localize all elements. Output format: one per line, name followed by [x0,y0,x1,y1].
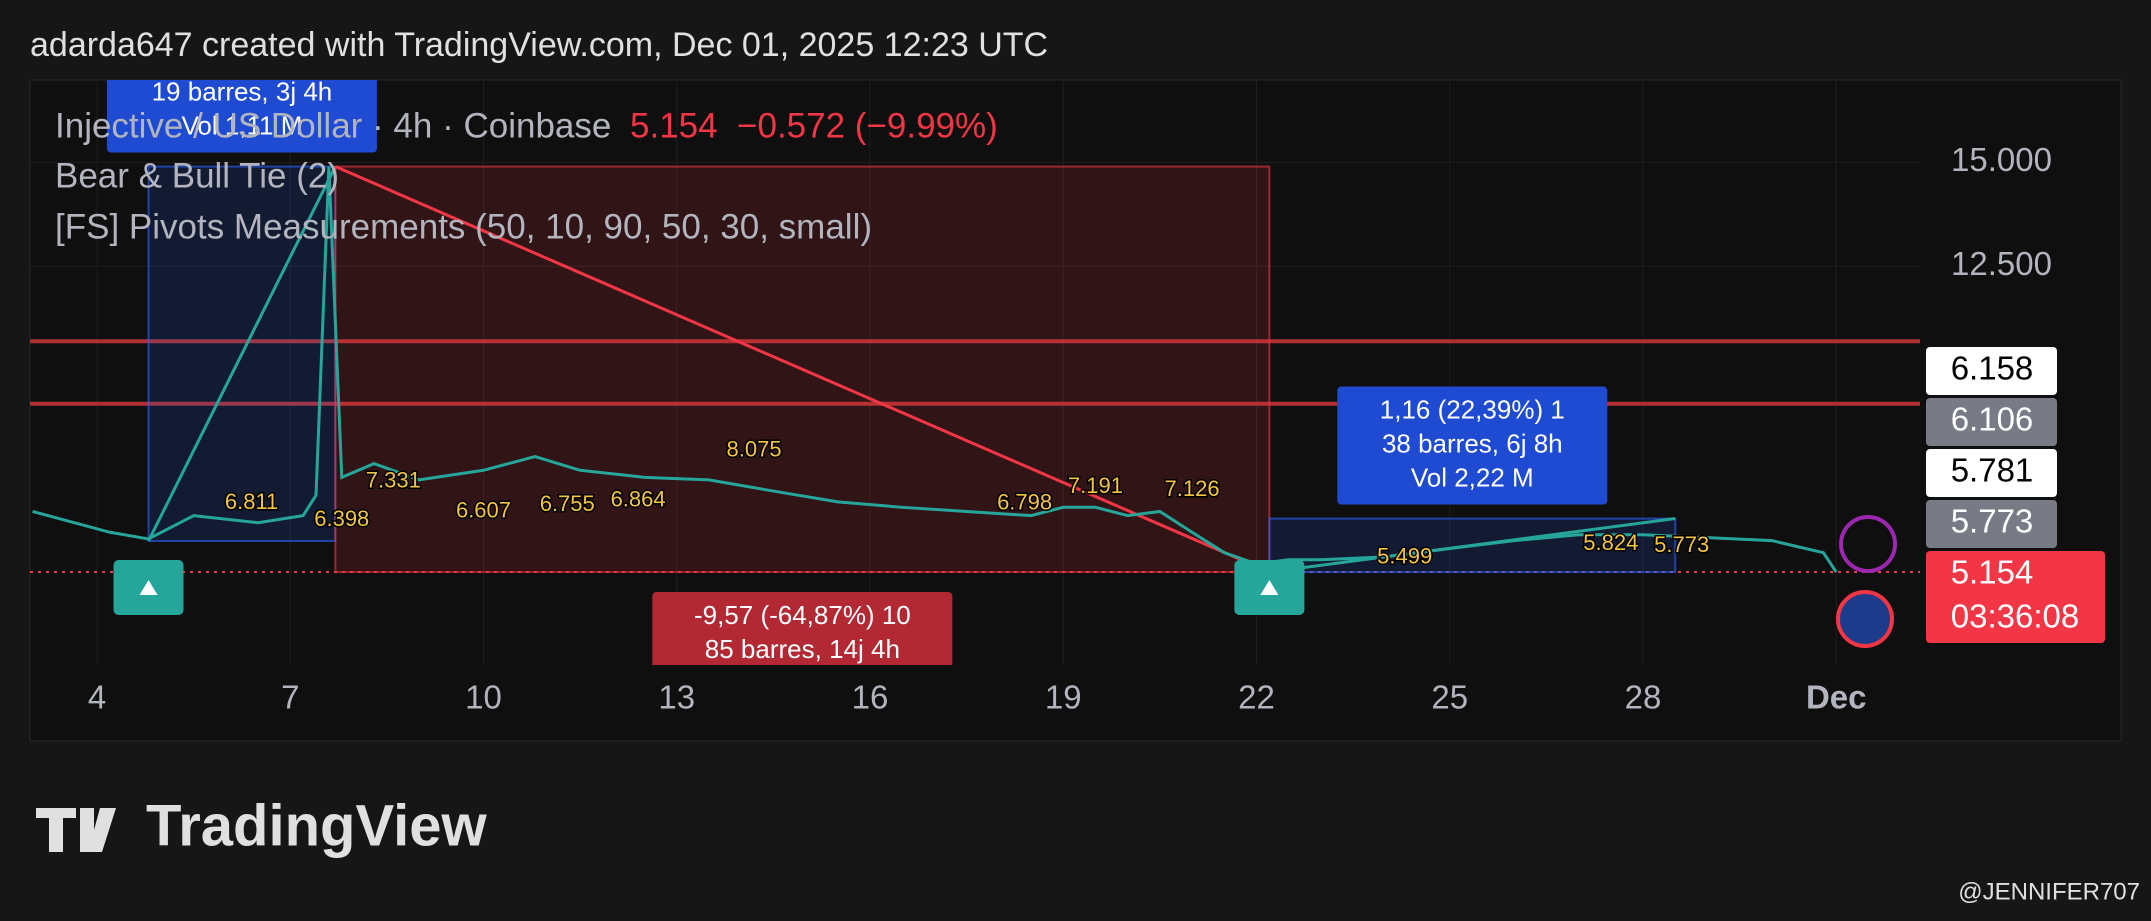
measure-label: -9,57 (-64,87%) 10 85 barres, 14j 4h [652,592,953,665]
x-tick-label: 28 [1625,679,1662,716]
signal-arrow [1260,580,1279,595]
plot: 19 barres, 3j 4h Vol 1,11 M -9,57 (-64,87%… [30,76,2105,716]
pivot-label: 6.798 [997,489,1052,514]
price-tag [1926,347,2057,395]
x-tick-label: 7 [281,679,299,716]
measure-label: 1,16 (22,39%) 1 38 barres, 6j 8h Vol 2,22 … [1337,386,1608,505]
measure-label-box [652,592,953,665]
x-tick-label: 19 [1045,679,1082,716]
pivot-label: 6.607 [456,497,511,522]
measure-label-box [1337,386,1608,505]
x-tick-label: 22 [1238,679,1275,716]
x-tick-label: 16 [852,679,889,716]
x-tick-label: 25 [1431,679,1468,716]
legend-indicator: [FS] Pivots Measurements (50, 10, 90, 50… [55,207,872,246]
measure-label-text: 1,16 (22,39%) 1 [1380,394,1565,424]
measure-label-text: 38 barres, 6j 8h [1382,428,1563,458]
measure-label-box [106,80,377,153]
measure-label-text: Vol 1,11 M [181,110,302,140]
legend-indicator: Bear & Bull Tie (2) [55,156,339,195]
y-tick-label: 12.500 [1951,245,2052,282]
measure-label-text: -9,57 (-64,87%) 10 [694,600,911,630]
price-tag-value: 5.781 [1951,452,2034,489]
logo-text: TradingView [146,793,487,858]
price-tag [1926,449,2057,497]
plot-area: 19 barres, 3j 4h Vol 1,11 M -9,57 (-64,87%… [30,76,1920,665]
x-tick-label: 13 [658,679,695,716]
price-tag-value: 5.154 [1951,554,2034,591]
pivot-label: 7.331 [366,467,421,492]
y-tick-label: 15.000 [1951,141,2052,178]
signal-arrow [139,580,158,595]
price-line [32,166,1838,573]
logo: TradingView [36,793,487,858]
pivot-label: 7.126 [1165,476,1220,501]
pivot-label: 6.398 [314,506,369,531]
logo-icon [36,808,116,852]
legend-symbol: Injective / US Dollar · 4h · Coinbase [55,106,611,145]
measure-diagonal [334,165,1270,574]
price-tag-value: 6.158 [1951,350,2034,387]
measure-label-text: 85 barres, 14j 4h [705,634,900,664]
price-tag-value: 6.106 [1951,401,2034,438]
header: adarda647 created with TradingView.com, … [30,26,1048,64]
x-tick-label: 10 [465,679,502,716]
price-tag-value: 5.773 [1951,503,2034,540]
pivot-label: 6.755 [540,491,595,516]
x-tick-label: Dec [1806,679,1867,716]
pivot-label: 5.499 [1377,544,1432,569]
price-tag [1926,551,2105,643]
legend-quote: 5.154 −0.572 (−9.99%) [630,106,998,145]
pivot-label: 6.864 [611,487,666,512]
chart-panel [29,79,2122,742]
alert-icon[interactable] [1839,515,1897,573]
pivot-label: 5.773 [1654,532,1709,557]
pivot-label: 6.811 [225,489,278,514]
measure-label-text: 19 barres, 3j 4h [152,76,333,106]
measure-diagonal [147,165,337,542]
pivot-label: 5.824 [1583,530,1638,555]
pivot-label: 7.191 [1068,473,1123,498]
flag-icon[interactable] [1836,590,1894,648]
price-tag [1926,500,2057,548]
pivot-label: 8.075 [727,436,782,461]
x-tick-label: 4 [88,679,106,716]
measure-label-text: Vol 2,22 M [1411,462,1534,492]
credit: @JENNIFER707 [1958,878,2140,905]
price-tag-countdown: 03:36:08 [1951,598,2079,635]
price-tag [1926,398,2057,446]
measure-label: 19 barres, 3j 4h Vol 1,11 M [106,76,377,153]
